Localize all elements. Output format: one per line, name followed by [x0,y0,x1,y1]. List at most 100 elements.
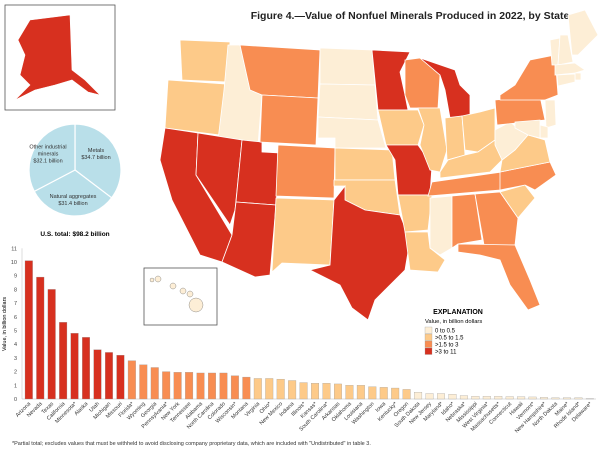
state-nebraska [317,116,387,149]
bar [47,289,56,400]
state-georgia [474,191,519,246]
bar [368,386,377,400]
bar [505,396,514,400]
state-washington [179,39,231,83]
legend-swatch [424,326,433,334]
bar [265,378,274,400]
bar [139,364,148,400]
state-texas [308,184,411,321]
pie-slice [28,123,76,193]
bar [173,372,182,400]
bar [185,372,194,400]
bar [437,393,445,400]
y-tick-label: 5 [14,329,17,335]
state-new-hampshire [557,34,574,66]
us-map [159,9,599,321]
bar [414,391,423,400]
state-mississippi [429,195,453,256]
pie-slice-name: Natural aggregates [50,194,97,200]
state-florida [457,243,541,311]
bar [150,367,159,400]
bar [24,260,33,400]
bar [494,396,503,400]
bar [82,337,90,400]
y-tick-label: 11 [11,246,17,252]
pie-slice-name: minerals [38,152,59,158]
bar [276,378,285,400]
bar [253,378,262,400]
state-new-mexico [271,197,335,273]
y-tick-label: 6 [14,315,17,321]
pie-slice [74,123,122,199]
bar [127,360,136,400]
state-alabama [451,193,483,249]
y-tick-label: 7 [14,301,17,307]
bar [162,371,171,400]
state-alaska [14,14,101,101]
state-iowa [377,109,425,146]
state-hawaii [149,277,155,283]
bar [333,383,342,400]
state-hawaii [169,282,177,290]
state-oregon [164,79,226,136]
state-indiana [444,115,466,161]
state-maryland [514,119,541,139]
bar [448,394,457,400]
bar [288,380,297,400]
bar [471,396,480,400]
legend-label: >0.5 to 1.5 [435,336,464,342]
state-wyoming [259,94,319,146]
bar [105,352,113,400]
state-new-jersey [544,99,557,129]
legend-swatch [424,347,433,355]
y-tick-label: 0 [14,397,17,403]
y-tick-label: 3 [14,356,17,362]
figure-title: Figure 4.—Value of Nonfuel Minerals Prod… [250,10,570,22]
pie-slice-value: $32.1 billion [33,159,62,165]
legend-subheading: Value, in billion dollars [425,319,482,325]
state-kansas [334,147,396,181]
bar [311,383,319,400]
alaska-inset [14,14,101,101]
bar [551,397,560,400]
legend-heading: EXPLANATION [433,309,483,316]
bar [116,355,125,400]
bar [402,389,411,400]
state-minnesota [371,49,411,111]
y-tick-label: 9 [14,274,17,280]
pie-total-label: U.S. total: $98.2 billion [40,231,109,238]
bar [93,349,102,400]
bar [208,372,216,400]
bar [345,385,354,400]
state-maine [567,9,599,56]
footnote: *Partial total; excludes values that mus… [12,441,371,447]
legend: EXPLANATION Value, in billion dollars 0 … [424,309,483,356]
bar [299,382,308,400]
bar [391,387,400,400]
bar [379,387,388,400]
state-arkansas [397,194,433,233]
state-utah [235,139,281,206]
bar [196,372,205,400]
bar [242,376,251,400]
y-tick-label: 4 [14,342,17,348]
y-tick-label: 8 [14,287,17,293]
state-hawaii [154,275,162,283]
state-hawaii [188,297,204,313]
bar [36,276,45,400]
legend-label: >3 to 11 [435,350,457,356]
bar [219,372,228,400]
pie-slice-name: Metals [88,148,104,154]
y-tick-label: 10 [11,260,17,266]
state-massachusetts [554,62,586,76]
y-tick-label: 2 [14,370,17,376]
legend-label: >1.5 to 3 [435,343,459,349]
hawaii-inset [149,275,204,313]
bar [322,383,331,400]
bar [70,333,79,400]
state-montana [239,44,321,99]
bar [563,397,571,400]
state-new-york [499,54,559,101]
